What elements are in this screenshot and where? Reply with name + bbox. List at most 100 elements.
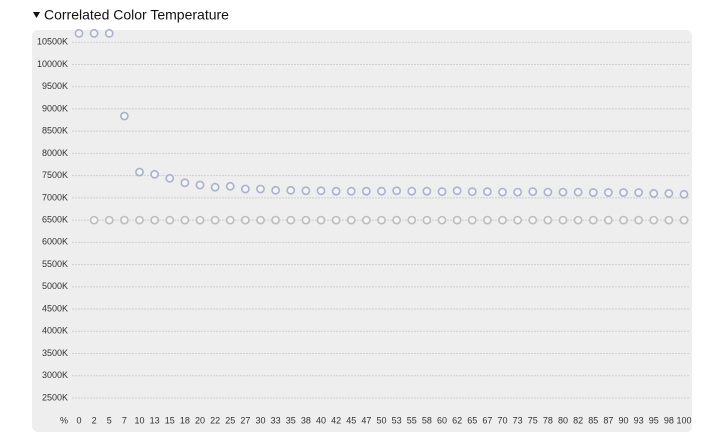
data-point [119,111,129,121]
data-point [679,189,689,199]
data-point [482,215,492,225]
x-tick-label: 5 [107,415,112,425]
data-point [679,215,689,225]
x-tick-label: 45 [346,415,356,425]
y-tick-label: 6500K [42,214,68,224]
x-tick-label: 47 [361,415,371,425]
data-point [392,186,402,196]
data-point [240,215,250,225]
x-tick-label: 58 [422,415,432,425]
data-point [619,188,628,197]
x-tick-label: 2 [92,415,97,425]
data-point [180,215,190,225]
data-point [664,189,674,198]
data-point [256,215,265,225]
data-point [225,181,235,191]
data-point [407,215,417,225]
data-point [316,215,326,225]
data-point [573,187,583,197]
data-point [422,215,432,225]
data-point [195,180,205,190]
data-point [649,215,659,225]
x-tick-label: 90 [618,415,628,425]
data-point [361,186,371,196]
x-tick-label: 82 [573,415,583,425]
data-point [256,184,265,194]
data-point [240,184,250,194]
x-tick-label: 50 [376,415,386,425]
y-tick-label: 7500K [42,170,68,180]
y-tick-label: 3000K [42,370,68,380]
data-point [422,186,432,196]
data-point [346,215,356,225]
x-tick-label: 67 [482,415,492,425]
collapse-icon[interactable] [33,12,40,18]
x-tick-label: 70 [497,415,507,425]
x-tick-label: 55 [407,415,417,425]
data-point [210,182,220,192]
x-tick-label: 85 [588,415,598,425]
data-point [165,215,175,225]
data-point [346,186,356,196]
x-tick-label: 87 [603,415,613,425]
data-point [664,215,674,225]
data-point [588,188,598,197]
x-tick-label: 78 [543,415,553,425]
x-tick-label: 93 [634,415,644,425]
data-point [165,173,175,183]
x-tick-label: 10 [134,415,144,425]
data-point [498,215,507,225]
x-tick-label: 20 [195,415,205,425]
data-point [286,215,296,225]
data-point [301,186,311,196]
x-tick-label: 73 [513,415,523,425]
x-tick-label: 15 [165,415,175,425]
x-tick-label: 30 [255,415,265,425]
data-point [467,215,477,225]
data-point [361,215,371,225]
data-point [135,215,144,225]
data-point [528,215,538,225]
data-point [528,187,538,197]
y-tick-label: 4000K [42,326,68,336]
x-tick-label: 80 [558,415,568,425]
data-point [377,215,386,225]
y-tick-label: 8000K [42,148,68,158]
data-point [513,215,523,225]
data-point [573,215,583,225]
data-point [331,186,341,196]
plot-background [32,30,692,432]
data-point [649,189,659,198]
data-point [392,215,402,225]
data-point [467,187,477,197]
x-tick-label: 18 [180,415,190,425]
x-tick-label: 75 [528,415,538,425]
data-point [603,188,613,197]
y-tick-label: 2500K [42,392,68,402]
x-axis-label: % [60,415,68,425]
y-tick-label: 4500K [42,303,68,313]
data-point [135,167,144,177]
y-tick-label: 10500K [37,37,68,47]
data-point [210,215,220,225]
data-point [513,187,523,197]
data-point [619,215,628,225]
data-point [195,215,205,225]
x-tick-label: 95 [649,415,659,425]
x-tick-label: 35 [286,415,296,425]
data-point [634,215,644,225]
x-tick-label: 65 [467,415,477,425]
data-point [452,186,462,196]
x-tick-label: 33 [271,415,281,425]
data-point [316,186,326,196]
data-point [558,215,568,225]
x-tick-label: 25 [225,415,235,425]
y-tick-label: 3500K [42,348,68,358]
data-point [377,186,386,196]
data-point [482,187,492,197]
data-point [150,169,160,179]
x-tick-label: 27 [240,415,250,425]
data-point [498,187,507,197]
